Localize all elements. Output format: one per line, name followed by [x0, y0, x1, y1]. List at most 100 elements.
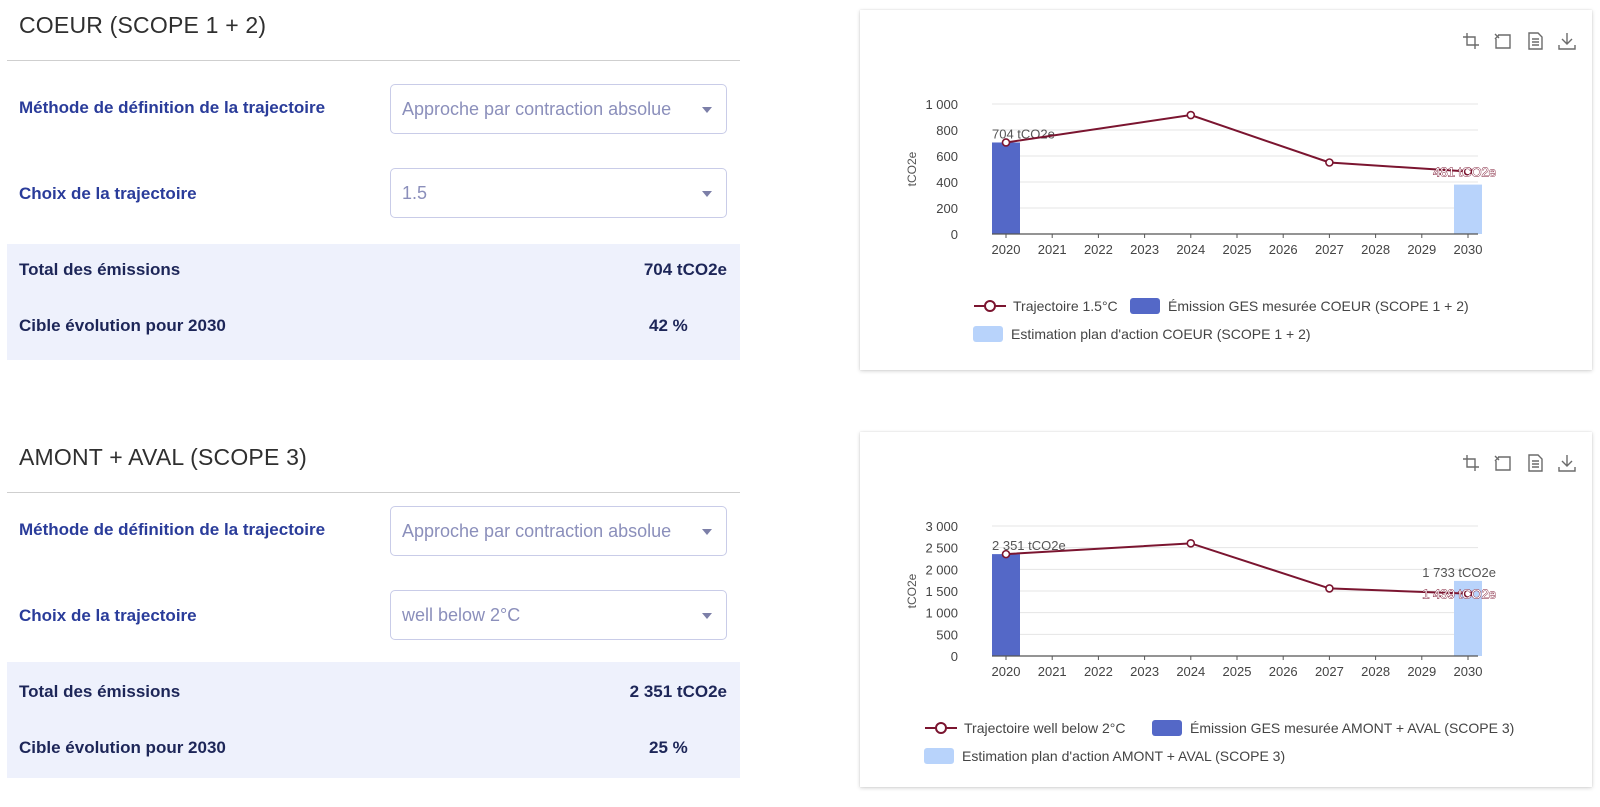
x-tick-label: 2030 [1454, 242, 1483, 257]
x-tick-label: 2030 [1454, 664, 1483, 679]
method-select-value: Approche par contraction absolue [402, 99, 672, 119]
section-divider [7, 60, 740, 61]
x-tick-label: 2020 [992, 664, 1021, 679]
trajectory-label: Choix de la trajectoire [19, 184, 197, 203]
y-tick-label: 1 000 [925, 606, 958, 621]
legend-measured[interactable]: Émission GES mesurée AMONT + AVAL (SCOPE… [1152, 720, 1514, 736]
data-view-icon[interactable] [1524, 452, 1546, 474]
section-divider [7, 492, 740, 493]
x-tick-label: 2022 [1084, 242, 1113, 257]
trajectory-point [1186, 539, 1196, 548]
x-tick-label: 2022 [1084, 664, 1113, 679]
y-tick-label: 500 [936, 627, 958, 642]
trajectory-line [1005, 114, 1469, 173]
x-tick-label: 2021 [1038, 242, 1067, 257]
method-label: Méthode de définition de la trajectoire [19, 98, 326, 117]
total-emissions-value: 2 351 tCO2e [629, 682, 727, 701]
trajectory-point [1001, 138, 1011, 147]
y-tick-label: 800 [936, 123, 958, 138]
method-select[interactable]: Approche par contraction absolue [390, 84, 727, 134]
summary-box: Total des émissions 704 tCO2e Cible évol… [7, 244, 740, 360]
x-tick-label: 2025 [1223, 242, 1252, 257]
y-tick-label: 600 [936, 149, 958, 164]
legend-trajectory-label: Trajectoire 1.5°C [1013, 298, 1118, 314]
download-icon[interactable] [1556, 30, 1578, 52]
zoom-icon[interactable] [1460, 30, 1482, 52]
y-tick-label: 2 500 [925, 541, 958, 556]
trajectory-point [1001, 549, 1011, 559]
x-tick-label: 2026 [1269, 242, 1298, 257]
legend-estimate-label: Estimation plan d'action COEUR (SCOPE 1 … [1011, 326, 1311, 342]
y-tick-label: 0 [951, 227, 958, 242]
zoom-reset-icon[interactable] [1492, 452, 1514, 474]
x-tick-label: 2027 [1315, 664, 1344, 679]
y-axis-title: tCO2e [905, 151, 919, 186]
scope-3-section: AMONT + AVAL (SCOPE 3) Méthode de défini… [0, 432, 1600, 807]
target-label: Cible évolution pour 2030 [19, 316, 226, 335]
chart-card: 0 200 400 600 800 1 000 tCO2e 704 tCO2e 2020 2021… [860, 10, 1592, 370]
method-select[interactable]: Approche par contraction absolue [390, 506, 727, 556]
total-emissions-label: Total des émissions [19, 682, 181, 701]
zoom-reset-icon[interactable] [1492, 30, 1514, 52]
y-tick-label: 200 [936, 201, 958, 216]
emissions-chart: 0 500 1 000 1 500 2 000 2 500 3 000 tCO2e 2 351 … [905, 519, 1496, 679]
legend-line-marker-icon [974, 300, 1006, 312]
bar [1454, 184, 1482, 234]
legend-trajectory[interactable]: Trajectoire well below 2°C [924, 720, 1125, 736]
legend-swatch-estimate [973, 326, 1003, 342]
caret-down-icon [702, 191, 712, 197]
section-title: COEUR (SCOPE 1 + 2) [19, 12, 267, 38]
trajectory-select[interactable]: 1.5 [390, 168, 727, 218]
trajectory-line [1005, 542, 1469, 595]
y-tick-label: 1 500 [925, 584, 958, 599]
legend-measured-label: Émission GES mesurée AMONT + AVAL (SCOPE… [1190, 720, 1515, 736]
legend-trajectory-label: Trajectoire well below 2°C [964, 720, 1126, 736]
trajectory-select-value: 1.5 [402, 183, 428, 203]
trajectory-select[interactable]: well below 2°C [390, 590, 727, 640]
zoom-icon[interactable] [1460, 452, 1482, 474]
x-tick-label: 2024 [1176, 664, 1205, 679]
data-view-icon[interactable] [1524, 30, 1546, 52]
trajectory-label: Choix de la trajectoire [19, 606, 197, 625]
legend-estimate[interactable]: Estimation plan d'action COEUR (SCOPE 1 … [973, 326, 1311, 342]
y-axis-title: tCO2e [905, 573, 919, 608]
bar-data-label: 2 351 tCO2e [992, 538, 1066, 553]
bar [992, 142, 1020, 234]
y-tick-label: 0 [951, 649, 958, 664]
legend-estimate[interactable]: Estimation plan d'action AMONT + AVAL (S… [924, 748, 1285, 764]
x-tick-label: 2028 [1361, 242, 1390, 257]
x-tick-label: 2025 [1223, 664, 1252, 679]
settings-panel: AMONT + AVAL (SCOPE 3) Méthode de défini… [7, 432, 740, 807]
y-tick-label: 400 [936, 175, 958, 190]
legend-swatch-measured [1130, 298, 1160, 314]
legend-trajectory[interactable]: Trajectoire 1.5°C [973, 298, 1118, 314]
trajectory-point [1325, 584, 1334, 593]
x-tick-label: 2029 [1407, 664, 1436, 679]
x-tick-label: 2020 [992, 242, 1021, 257]
x-tick-label: 2029 [1407, 242, 1436, 257]
trajectory-data-label: 1 439 tCO2e [1422, 587, 1496, 602]
trajectory-point [1463, 589, 1473, 598]
chart-card: 0 500 1 000 1 500 2 000 2 500 3 000 tCO2e 2 351 … [860, 432, 1592, 787]
chart-toolbar [1460, 452, 1578, 474]
method-select-value: Approche par contraction absolue [402, 521, 672, 541]
target-value: 42 % [649, 316, 688, 335]
legend-line-marker-icon [925, 722, 957, 734]
bar-data-label: 1 733 tCO2e [1422, 565, 1496, 580]
legend-estimate-label: Estimation plan d'action AMONT + AVAL (S… [962, 748, 1286, 764]
x-tick-label: 2028 [1361, 664, 1390, 679]
total-emissions-label: Total des émissions [19, 260, 181, 279]
target-value: 25 % [649, 738, 688, 757]
legend-measured[interactable]: Émission GES mesurée COEUR (SCOPE 1 + 2) [1130, 298, 1469, 314]
section-title: AMONT + AVAL (SCOPE 3) [19, 444, 307, 470]
caret-down-icon [702, 613, 712, 619]
trajectory-point [1325, 158, 1334, 167]
download-icon[interactable] [1556, 452, 1578, 474]
x-tick-label: 2027 [1315, 242, 1344, 257]
y-tick-label: 1 000 [925, 97, 958, 112]
x-tick-label: 2023 [1130, 664, 1159, 679]
y-tick-label: 2 000 [925, 562, 958, 577]
legend-swatch-estimate [924, 748, 954, 764]
method-label: Méthode de définition de la trajectoire [19, 520, 326, 539]
summary-box: Total des émissions 2 351 tCO2e Cible év… [7, 662, 740, 778]
